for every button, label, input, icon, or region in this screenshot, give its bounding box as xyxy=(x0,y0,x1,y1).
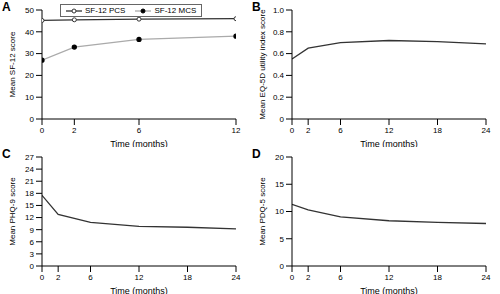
svg-text:Time (months): Time (months) xyxy=(110,286,168,294)
svg-text:0: 0 xyxy=(40,273,45,282)
svg-text:2: 2 xyxy=(306,273,311,282)
svg-text:Time (months): Time (months) xyxy=(360,286,418,294)
svg-text:10: 10 xyxy=(25,93,34,102)
svg-text:12: 12 xyxy=(385,273,394,282)
svg-text:6: 6 xyxy=(338,273,343,282)
svg-text:Time (months): Time (months) xyxy=(110,139,168,147)
svg-text:9: 9 xyxy=(30,226,35,235)
svg-text:18: 18 xyxy=(25,189,34,198)
html-text:A: A xyxy=(2,0,11,14)
svg-text:40: 40 xyxy=(25,28,34,37)
svg-text:Time (months): Time (months) xyxy=(360,139,418,147)
svg-text:2: 2 xyxy=(56,273,61,282)
svg-text:1.0: 1.0 xyxy=(273,6,285,15)
svg-text:20: 20 xyxy=(25,71,34,80)
svg-text:0: 0 xyxy=(40,126,45,135)
svg-text:3: 3 xyxy=(30,250,35,259)
svg-text:24: 24 xyxy=(25,165,34,174)
svg-text:12: 12 xyxy=(135,273,144,282)
svg-text:0: 0 xyxy=(290,273,295,282)
svg-text:15: 15 xyxy=(25,201,34,210)
html-text:C: C xyxy=(2,147,11,161)
svg-text:6: 6 xyxy=(137,126,142,135)
svg-text:27: 27 xyxy=(25,153,34,162)
svg-text:30: 30 xyxy=(25,49,34,58)
svg-text:0.2: 0.2 xyxy=(273,93,285,102)
svg-text:6: 6 xyxy=(88,273,93,282)
svg-text:12: 12 xyxy=(25,213,34,222)
svg-text:0.6: 0.6 xyxy=(273,49,285,58)
svg-text:Mean PDQ-5 score: Mean PDQ-5 score xyxy=(258,177,267,246)
svg-text:10: 10 xyxy=(275,207,284,216)
svg-text:2: 2 xyxy=(72,126,77,135)
svg-text:0.4: 0.4 xyxy=(273,71,285,80)
svg-text:0: 0 xyxy=(30,115,35,124)
svg-text:6: 6 xyxy=(338,126,343,135)
html-text:SF-12 PCS: SF-12 PCS xyxy=(85,6,126,15)
svg-text:18: 18 xyxy=(183,273,192,282)
html-text:B: B xyxy=(252,0,261,14)
svg-text:24: 24 xyxy=(232,273,241,282)
svg-text:6: 6 xyxy=(30,238,35,247)
svg-text:2: 2 xyxy=(306,126,311,135)
svg-text:12: 12 xyxy=(232,126,241,135)
svg-text:0: 0 xyxy=(290,126,295,135)
svg-text:18: 18 xyxy=(433,273,442,282)
svg-text:0: 0 xyxy=(280,115,285,124)
svg-text:Mean EQ-5D utility index score: Mean EQ-5D utility index score xyxy=(258,9,267,120)
html-text:SF-12 MCS: SF-12 MCS xyxy=(154,6,197,15)
svg-text:Mean PHQ-9 score: Mean PHQ-9 score xyxy=(8,177,17,246)
svg-text:15: 15 xyxy=(275,180,284,189)
svg-text:0.8: 0.8 xyxy=(273,28,285,37)
html-text:D: D xyxy=(252,147,261,161)
svg-text:Mean SF-12 score: Mean SF-12 score xyxy=(8,31,17,97)
svg-text:0: 0 xyxy=(30,262,35,271)
svg-text:12: 12 xyxy=(385,126,394,135)
svg-text:0: 0 xyxy=(280,262,285,271)
svg-text:18: 18 xyxy=(433,126,442,135)
svg-text:21: 21 xyxy=(25,177,34,186)
svg-text:20: 20 xyxy=(275,153,284,162)
svg-text:50: 50 xyxy=(25,6,34,15)
svg-text:24: 24 xyxy=(482,126,491,135)
svg-text:24: 24 xyxy=(482,273,491,282)
svg-text:5: 5 xyxy=(280,235,285,244)
